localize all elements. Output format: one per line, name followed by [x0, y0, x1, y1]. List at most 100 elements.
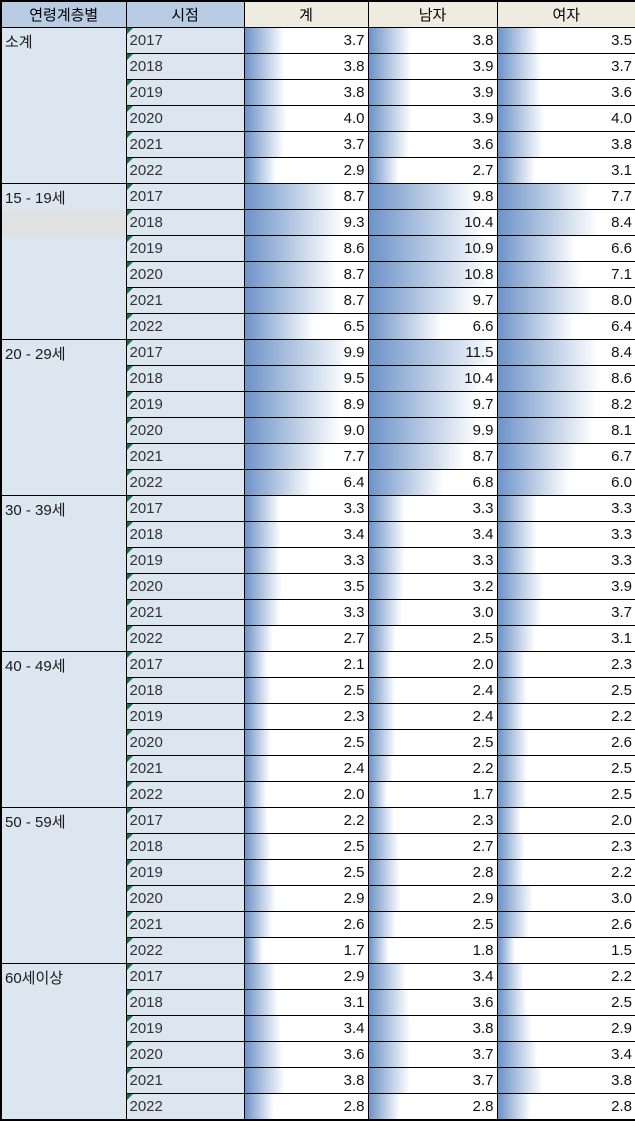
group-cell[interactable]: 30 - 39세: [0, 495, 127, 652]
value-cell-male[interactable]: 9.7: [367, 391, 498, 418]
value-cell-female[interactable]: 8.0: [496, 287, 635, 314]
value-cell-total[interactable]: 3.8: [243, 53, 369, 80]
value-cell-total[interactable]: 3.3: [243, 547, 369, 574]
col-header-age-group[interactable]: 연령계층별: [0, 0, 127, 28]
value-cell-total[interactable]: 6.5: [243, 313, 369, 340]
value-cell-total[interactable]: 2.0: [243, 781, 369, 808]
value-cell-total[interactable]: 2.5: [243, 859, 369, 886]
group-cell[interactable]: 40 - 49세: [0, 651, 127, 808]
value-cell-male[interactable]: 2.7: [367, 157, 498, 184]
year-cell[interactable]: 2017: [125, 651, 245, 678]
value-cell-total[interactable]: 2.1: [243, 651, 369, 678]
value-cell-total[interactable]: 8.9: [243, 391, 369, 418]
value-cell-male[interactable]: 2.7: [367, 833, 498, 860]
value-cell-total[interactable]: 3.3: [243, 599, 369, 626]
value-cell-male[interactable]: 3.7: [367, 1041, 498, 1068]
value-cell-female[interactable]: 2.0: [496, 807, 635, 834]
value-cell-male[interactable]: 3.9: [367, 53, 498, 80]
value-cell-male[interactable]: 8.7: [367, 443, 498, 470]
year-cell[interactable]: 2017: [125, 339, 245, 366]
value-cell-male[interactable]: 9.8: [367, 183, 498, 210]
year-cell[interactable]: 2018: [125, 209, 245, 236]
value-cell-total[interactable]: 2.7: [243, 625, 369, 652]
year-cell[interactable]: 2022: [125, 313, 245, 340]
value-cell-total[interactable]: 3.8: [243, 1067, 369, 1094]
value-cell-total[interactable]: 3.8: [243, 79, 369, 106]
value-cell-female[interactable]: 2.9: [496, 1015, 635, 1042]
year-cell[interactable]: 2018: [125, 521, 245, 548]
value-cell-female[interactable]: 3.3: [496, 495, 635, 522]
value-cell-female[interactable]: 2.2: [496, 859, 635, 886]
year-cell[interactable]: 2018: [125, 833, 245, 860]
value-cell-total[interactable]: 2.9: [243, 157, 369, 184]
value-cell-total[interactable]: 3.7: [243, 131, 369, 158]
value-cell-male[interactable]: 3.4: [367, 521, 498, 548]
value-cell-total[interactable]: 1.7: [243, 937, 369, 964]
year-cell[interactable]: 2020: [125, 729, 245, 756]
value-cell-female[interactable]: 3.6: [496, 79, 635, 106]
value-cell-total[interactable]: 3.4: [243, 521, 369, 548]
year-cell[interactable]: 2019: [125, 391, 245, 418]
year-cell[interactable]: 2021: [125, 287, 245, 314]
value-cell-male[interactable]: 3.9: [367, 105, 498, 132]
value-cell-male[interactable]: 2.3: [367, 807, 498, 834]
value-cell-male[interactable]: 10.9: [367, 235, 498, 262]
value-cell-male[interactable]: 3.0: [367, 599, 498, 626]
group-cell[interactable]: 소계: [0, 27, 127, 184]
value-cell-total[interactable]: 3.1: [243, 989, 369, 1016]
value-cell-total[interactable]: 2.9: [243, 963, 369, 990]
value-cell-female[interactable]: 4.0: [496, 105, 635, 132]
year-cell[interactable]: 2022: [125, 625, 245, 652]
value-cell-female[interactable]: 2.5: [496, 755, 635, 782]
value-cell-male[interactable]: 3.8: [367, 27, 498, 54]
value-cell-male[interactable]: 3.6: [367, 989, 498, 1016]
value-cell-female[interactable]: 8.2: [496, 391, 635, 418]
value-cell-total[interactable]: 3.6: [243, 1041, 369, 1068]
year-cell[interactable]: 2019: [125, 859, 245, 886]
year-cell[interactable]: 2021: [125, 131, 245, 158]
value-cell-female[interactable]: 1.5: [496, 937, 635, 964]
value-cell-male[interactable]: 3.3: [367, 547, 498, 574]
value-cell-total[interactable]: 7.7: [243, 443, 369, 470]
value-cell-male[interactable]: 1.8: [367, 937, 498, 964]
value-cell-total[interactable]: 9.5: [243, 365, 369, 392]
year-cell[interactable]: 2021: [125, 599, 245, 626]
year-cell[interactable]: 2018: [125, 365, 245, 392]
value-cell-total[interactable]: 3.4: [243, 1015, 369, 1042]
value-cell-total[interactable]: 9.0: [243, 417, 369, 444]
value-cell-total[interactable]: 8.6: [243, 235, 369, 262]
value-cell-female[interactable]: 2.2: [496, 703, 635, 730]
year-cell[interactable]: 2019: [125, 1015, 245, 1042]
year-cell[interactable]: 2018: [125, 989, 245, 1016]
value-cell-male[interactable]: 6.8: [367, 469, 498, 496]
value-cell-female[interactable]: 3.7: [496, 599, 635, 626]
value-cell-female[interactable]: 8.6: [496, 365, 635, 392]
year-cell[interactable]: 2022: [125, 781, 245, 808]
value-cell-female[interactable]: 8.4: [496, 209, 635, 236]
year-cell[interactable]: 2021: [125, 1067, 245, 1094]
year-cell[interactable]: 2017: [125, 807, 245, 834]
value-cell-total[interactable]: 6.4: [243, 469, 369, 496]
col-header-male[interactable]: 남자: [367, 0, 498, 28]
group-cell[interactable]: 50 - 59세: [0, 807, 127, 964]
value-cell-female[interactable]: 7.1: [496, 261, 635, 288]
value-cell-female[interactable]: 3.0: [496, 885, 635, 912]
value-cell-total[interactable]: 2.3: [243, 703, 369, 730]
year-cell[interactable]: 2019: [125, 235, 245, 262]
year-cell[interactable]: 2019: [125, 79, 245, 106]
value-cell-female[interactable]: 2.3: [496, 651, 635, 678]
value-cell-total[interactable]: 3.5: [243, 573, 369, 600]
value-cell-female[interactable]: 2.6: [496, 911, 635, 938]
col-header-total[interactable]: 계: [243, 0, 369, 28]
value-cell-female[interactable]: 3.5: [496, 27, 635, 54]
value-cell-male[interactable]: 2.5: [367, 625, 498, 652]
value-cell-male[interactable]: 10.4: [367, 365, 498, 392]
value-cell-female[interactable]: 3.7: [496, 53, 635, 80]
value-cell-total[interactable]: 2.5: [243, 833, 369, 860]
year-cell[interactable]: 2017: [125, 183, 245, 210]
value-cell-female[interactable]: 6.4: [496, 313, 635, 340]
value-cell-total[interactable]: 2.4: [243, 755, 369, 782]
year-cell[interactable]: 2020: [125, 573, 245, 600]
value-cell-male[interactable]: 11.5: [367, 339, 498, 366]
value-cell-female[interactable]: 2.5: [496, 781, 635, 808]
